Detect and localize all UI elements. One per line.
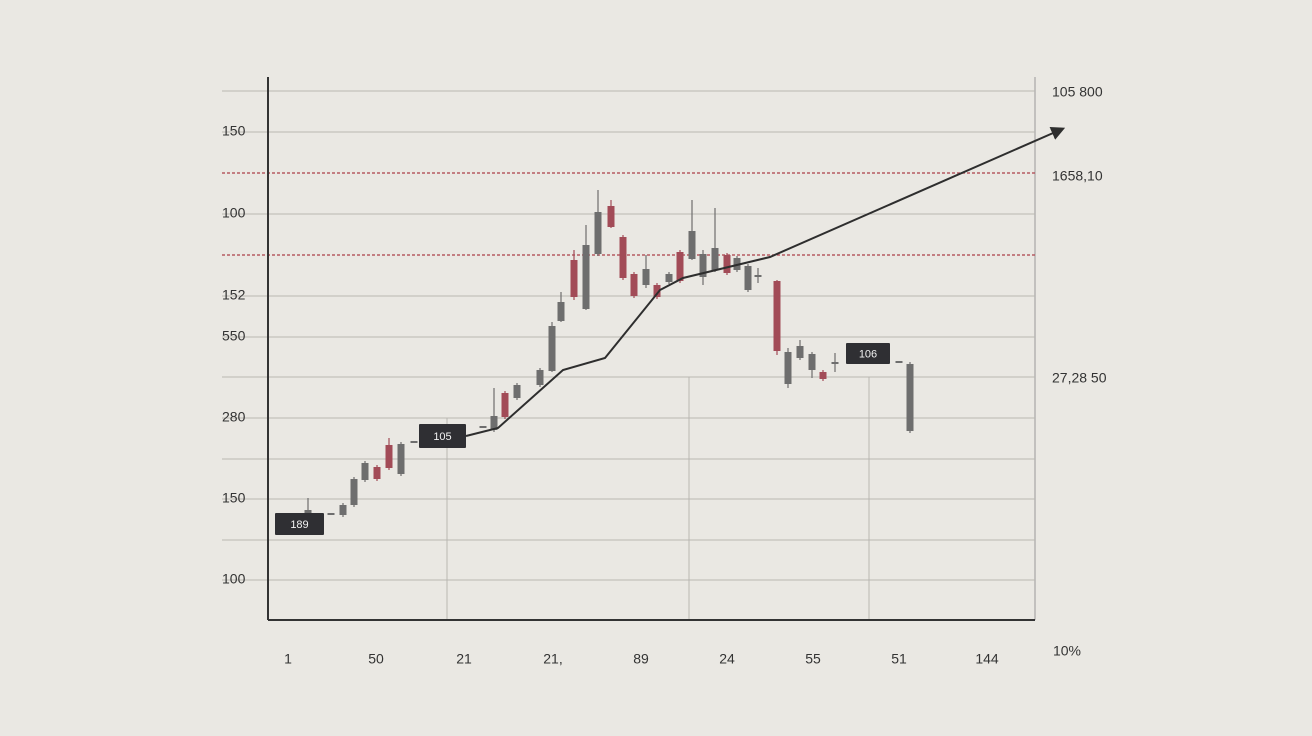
annotation-box [275, 513, 324, 535]
candle-body [819, 372, 827, 379]
candle-body [490, 416, 498, 430]
candle-body [570, 260, 578, 297]
candle-body [723, 255, 731, 273]
y-tick-label: 152 [222, 287, 246, 303]
candle-body [784, 352, 792, 384]
candle-body [361, 463, 369, 480]
candle-body [350, 479, 358, 505]
candle-body [479, 426, 487, 428]
x-tick-label: 21, [543, 651, 562, 667]
y-tick-label: 550 [222, 328, 246, 344]
candle-body [906, 364, 914, 431]
candle-body [513, 385, 521, 398]
candle-body [642, 269, 650, 285]
x-tick-label: 144 [975, 651, 999, 667]
x-tick-label: 89 [633, 651, 649, 667]
annotation-label: 105 [433, 431, 451, 443]
candle-body [773, 281, 781, 351]
annotation-label: 189 [290, 519, 308, 531]
candle-body [385, 445, 393, 468]
x-tick-label: 21 [456, 651, 472, 667]
y-tick-label: 150 [222, 490, 246, 506]
y-tick-label: 100 [222, 205, 246, 221]
candle-body [754, 275, 762, 277]
candle-body [557, 302, 565, 321]
candle-body [339, 505, 347, 515]
trend-line [465, 126, 1066, 437]
y2-tick-label: 1658,10 [1052, 168, 1103, 184]
x-tick-label: 55 [805, 651, 821, 667]
candle-body [796, 346, 804, 358]
candle-body [653, 285, 661, 297]
annotation-box [419, 424, 466, 448]
y2-tick-label: 27,28 50 [1052, 370, 1107, 386]
x-tick-label: 51 [891, 651, 907, 667]
x-tick-label: 50 [368, 651, 384, 667]
x-tick-label: 1 [284, 651, 292, 667]
candle-body [699, 254, 707, 277]
candle-body [536, 370, 544, 385]
candle-body [373, 467, 381, 479]
candle-body [630, 274, 638, 296]
y-tick-label: 280 [222, 409, 246, 425]
annotation-label: 106 [859, 348, 877, 360]
x-tick-label: 24 [719, 651, 735, 667]
candle-body [831, 362, 839, 364]
y-tick-label: 150 [222, 123, 246, 139]
candle-body [895, 361, 903, 363]
candle-body [548, 326, 556, 371]
candle-body [665, 274, 673, 282]
y2-tick-label: 105 800 [1052, 84, 1103, 100]
candle-body [676, 252, 684, 281]
candle-body [410, 441, 418, 443]
y-tick-label: 100 [222, 571, 246, 587]
candle-body [582, 245, 590, 309]
candle-body [711, 248, 719, 270]
candle-body [744, 266, 752, 290]
candle-body [619, 237, 627, 278]
candle-body [304, 510, 312, 513]
candle-body [397, 444, 405, 474]
plot [446, 77, 1036, 620]
x-unit-label: 10% [1053, 643, 1081, 659]
candle-body [607, 206, 615, 227]
candle-body [501, 393, 509, 417]
candle-body [327, 513, 335, 515]
candle-body [688, 231, 696, 259]
candle-body [594, 212, 602, 254]
candle-body [808, 354, 816, 370]
annotation-box [846, 343, 890, 364]
